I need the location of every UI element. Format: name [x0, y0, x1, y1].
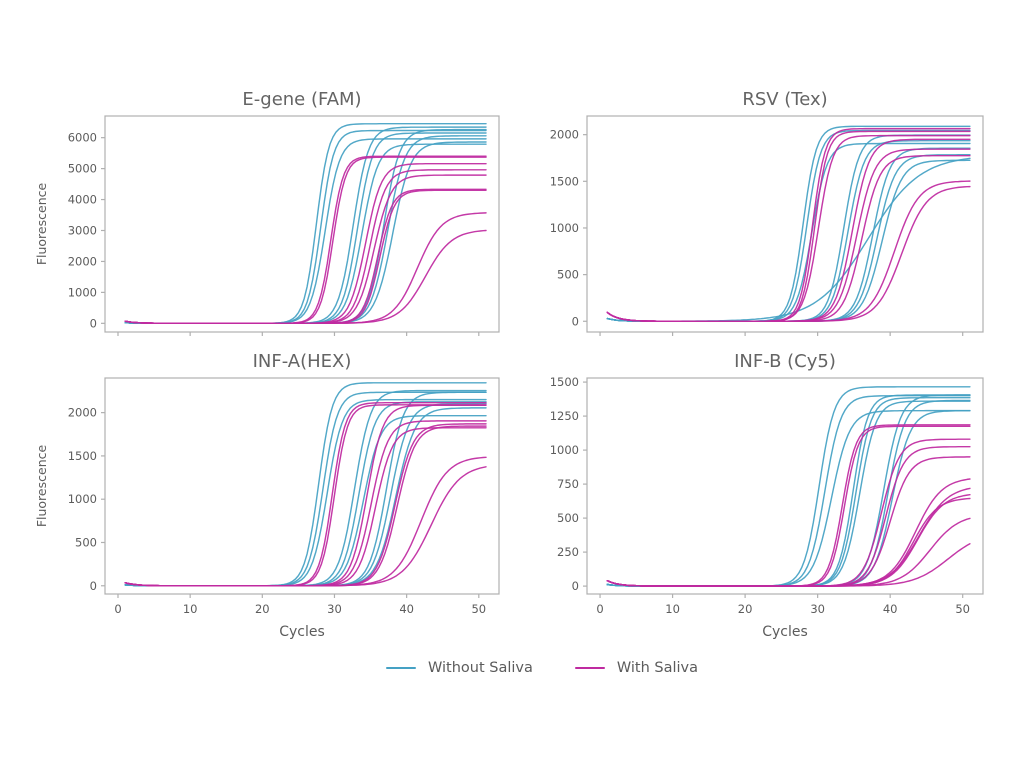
legend-line-swatch-without-saliva: [385, 667, 416, 669]
svg-text:E-gene (FAM): E-gene (FAM): [242, 89, 361, 110]
svg-text:INF-A(HEX): INF-A(HEX): [253, 351, 352, 372]
chart-inf-a-hex: INF-A(HEX) 0 500 1000 1500 2000 0 10 20 30 40 50 Flu…: [31, 350, 509, 650]
svg-text:Cycles: Cycles: [762, 624, 808, 640]
legend-label-without-saliva: Without Saliva: [427, 660, 533, 676]
svg-text:40: 40: [399, 602, 414, 616]
svg-text:Fluorescence: Fluorescence: [34, 445, 49, 528]
svg-text:30: 30: [327, 602, 342, 616]
svg-text:1000: 1000: [68, 285, 97, 299]
svg-text:0: 0: [572, 579, 579, 593]
chart-grid: E-gene (FAM) 0 1000 2000 3000 4000 5000 6000 Flu…: [31, 88, 993, 650]
svg-text:30: 30: [810, 602, 825, 616]
svg-text:250: 250: [557, 545, 579, 559]
svg-text:750: 750: [557, 477, 579, 491]
svg-text:0: 0: [596, 602, 603, 616]
chart-rsv-tex: RSV (Tex) 0 500 1000 1500 2000: [527, 88, 993, 346]
legend-line-swatch-with-saliva: [574, 667, 605, 669]
svg-text:20: 20: [255, 602, 270, 616]
svg-text:2000: 2000: [68, 406, 97, 420]
legend-item-with-saliva: With Saliva: [574, 660, 699, 676]
svg-text:5000: 5000: [68, 162, 97, 176]
svg-text:0: 0: [114, 602, 121, 616]
svg-text:1500: 1500: [68, 449, 97, 463]
svg-text:Cycles: Cycles: [279, 624, 325, 640]
svg-text:6000: 6000: [68, 131, 97, 145]
legend-label-with-saliva: With Saliva: [616, 660, 699, 676]
chart-canvas: INF-B (Cy5) 0 250 500 750 1000 1250 1500 0 10 20 30…: [550, 351, 984, 640]
chart-e-gene-fam: E-gene (FAM) 0 1000 2000 3000 4000 5000 6000 Flu…: [31, 88, 509, 346]
svg-text:10: 10: [665, 602, 680, 616]
svg-text:Fluorescence: Fluorescence: [34, 183, 49, 266]
svg-text:1250: 1250: [550, 409, 579, 423]
svg-text:0: 0: [90, 316, 97, 330]
svg-text:10: 10: [183, 602, 198, 616]
svg-text:1500: 1500: [550, 375, 579, 389]
svg-text:500: 500: [557, 268, 579, 282]
svg-text:3000: 3000: [68, 223, 97, 237]
svg-text:50: 50: [471, 602, 486, 616]
svg-text:2000: 2000: [550, 128, 579, 142]
svg-text:500: 500: [557, 511, 579, 525]
svg-text:40: 40: [883, 602, 898, 616]
svg-text:RSV (Tex): RSV (Tex): [742, 89, 827, 110]
svg-text:4000: 4000: [68, 193, 97, 207]
svg-text:INF-B (Cy5): INF-B (Cy5): [734, 351, 836, 372]
svg-text:0: 0: [572, 314, 579, 328]
svg-text:50: 50: [955, 602, 970, 616]
chart-canvas: RSV (Tex) 0 500 1000 1500 2000: [550, 89, 984, 336]
svg-text:1000: 1000: [550, 221, 579, 235]
chart-inf-b-cy5: INF-B (Cy5) 0 250 500 750 1000 1250 1500 0 10 20 30…: [527, 350, 993, 650]
legend: Without Saliva With Saliva: [60, 660, 1024, 676]
svg-text:2000: 2000: [68, 254, 97, 268]
svg-text:1000: 1000: [68, 492, 97, 506]
chart-canvas: INF-A(HEX) 0 500 1000 1500 2000 0 10 20 30 40 50 Flu…: [34, 351, 500, 640]
chart-canvas: E-gene (FAM) 0 1000 2000 3000 4000 5000 6000 Flu…: [34, 89, 500, 336]
legend-item-without-saliva: Without Saliva: [385, 660, 533, 676]
svg-text:20: 20: [738, 602, 753, 616]
svg-text:0: 0: [90, 579, 97, 593]
svg-text:1000: 1000: [550, 443, 579, 457]
svg-text:500: 500: [75, 535, 97, 549]
svg-text:1500: 1500: [550, 174, 579, 188]
